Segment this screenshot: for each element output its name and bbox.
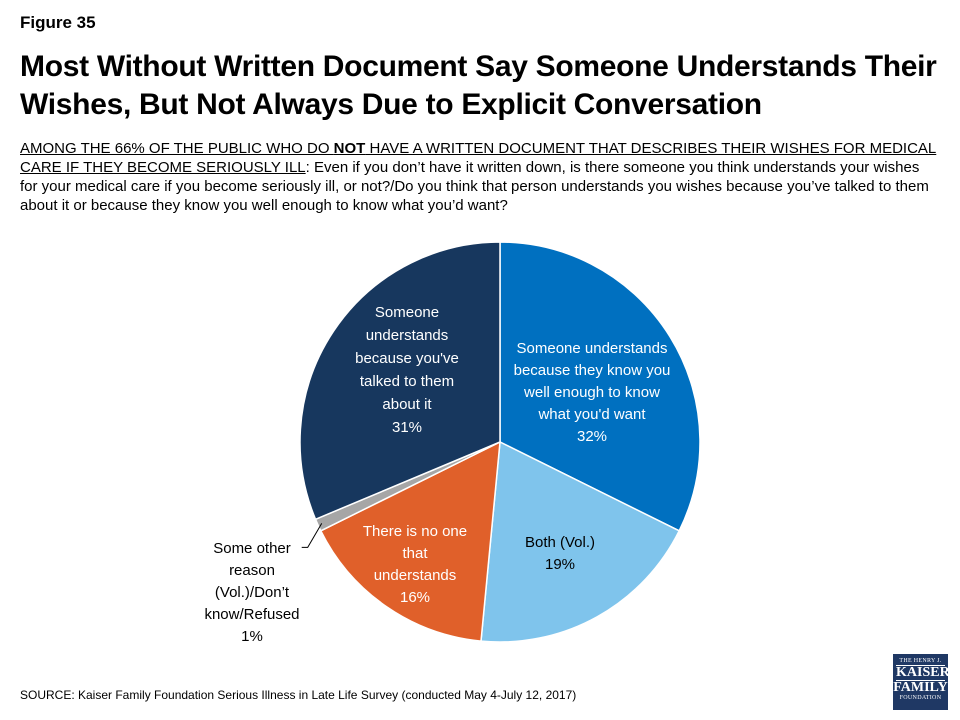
slice-label-line: what you'd want: [537, 406, 646, 423]
kff-logo: THE HENRY J. KAISER FAMILY FOUNDATION: [893, 654, 950, 710]
pie-slice: [499, 241, 701, 532]
slice-label: There is no one that understands 16%: [363, 523, 467, 606]
slice-value: 19%: [545, 556, 575, 573]
slice-label-line: Someone: [375, 304, 439, 321]
question-text: : Even if you don’t have it written down…: [20, 159, 929, 214]
source-note: SOURCE: Kaiser Family Foundation Serious…: [20, 688, 577, 702]
question-population-a: AMONG THE 66% OF THE PUBLIC WHO DO: [20, 140, 334, 157]
chart-title: Most Without Written Document Say Someon…: [20, 50, 937, 121]
slice-label-line: know/Refused: [204, 606, 299, 623]
slice-label-line: about it: [382, 396, 432, 413]
slice-label-line: understands: [374, 567, 457, 584]
slice-value: 1%: [241, 628, 263, 645]
pie-slice: [480, 440, 681, 643]
slice-label-line: talked to them: [360, 373, 454, 390]
slice-label-line: because they know you: [514, 362, 671, 379]
slice-label: Someone understands because they know you…: [514, 340, 671, 445]
slice-label-line: well enough to know: [523, 384, 660, 401]
logo-line-3: FAMILY: [893, 680, 948, 695]
slice-label-line: There is no one: [363, 523, 467, 540]
pie-slice: [319, 440, 501, 642]
slice-label-line: Someone understands: [517, 340, 668, 357]
leader-line: [301, 523, 323, 548]
survey-question: AMONG THE 66% OF THE PUBLIC WHO DO NOT H…: [20, 139, 940, 215]
slice-label-line: Some other: [213, 540, 291, 557]
slice-label-line: that: [402, 545, 428, 562]
slice-label-line: because you've: [355, 350, 459, 367]
slice-value: 31%: [392, 419, 422, 436]
slice-value: 32%: [577, 428, 607, 445]
question-population-not: NOT: [333, 140, 366, 157]
slice-label-line: (Vol.)/Don’t: [215, 584, 290, 601]
slice-label-line: reason: [229, 562, 275, 579]
question-population-b: HAVE A WRITTEN DOCUMENT THAT DESCRIBES T…: [20, 140, 937, 176]
slice-value: 16%: [400, 589, 430, 606]
logo-line-4: FOUNDATION: [899, 695, 942, 701]
pie-slice: [299, 241, 501, 521]
logo-line-1: THE HENRY J.: [899, 658, 942, 664]
slice-label: Both (Vol.) 19%: [525, 534, 595, 573]
slice-label-line: understands: [366, 327, 449, 344]
slice-label: Some other reason (Vol.)/Don’t know/Refused…: [204, 540, 299, 645]
logo-line-2: KAISER: [896, 665, 950, 681]
slice-label-line: Both (Vol.): [525, 534, 595, 551]
figure-label: Figure 35: [20, 13, 96, 32]
slice-label: Someone understands because you've talked t…: [355, 304, 459, 436]
